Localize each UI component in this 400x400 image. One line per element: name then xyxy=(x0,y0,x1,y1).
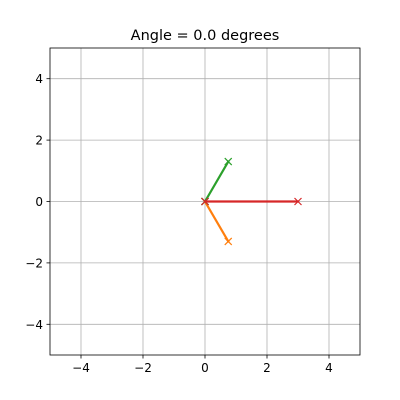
y-tick-label-0: −4 xyxy=(25,318,43,332)
x-tick-label-1: −2 xyxy=(134,361,152,375)
x-tick-label-3: 2 xyxy=(263,361,271,375)
series-layer xyxy=(201,157,302,246)
grid xyxy=(50,48,360,355)
point-marker-3-0 xyxy=(201,197,209,206)
series-line-1 xyxy=(203,199,230,243)
x-tick-label-0: −4 xyxy=(72,361,90,375)
y-tick-label-2: 0 xyxy=(35,195,43,209)
point-marker-3-1 xyxy=(294,197,302,206)
x-tick-label-4: 4 xyxy=(325,361,333,375)
series-3 xyxy=(201,197,302,206)
y-tick-label-1: −2 xyxy=(25,256,43,270)
y-tick-label-4: 4 xyxy=(35,72,43,86)
y-tick-label-3: 2 xyxy=(35,134,43,148)
point-marker-2-1 xyxy=(224,157,233,166)
chart-title: Angle = 0.0 degrees xyxy=(131,28,280,44)
x-tick-label-2: 0 xyxy=(201,361,209,375)
axes: −4 −2 0 2 4 −4 −2 0 2 4 xyxy=(25,47,361,375)
series-line-2 xyxy=(203,160,230,204)
point-marker-1-1 xyxy=(224,237,233,246)
